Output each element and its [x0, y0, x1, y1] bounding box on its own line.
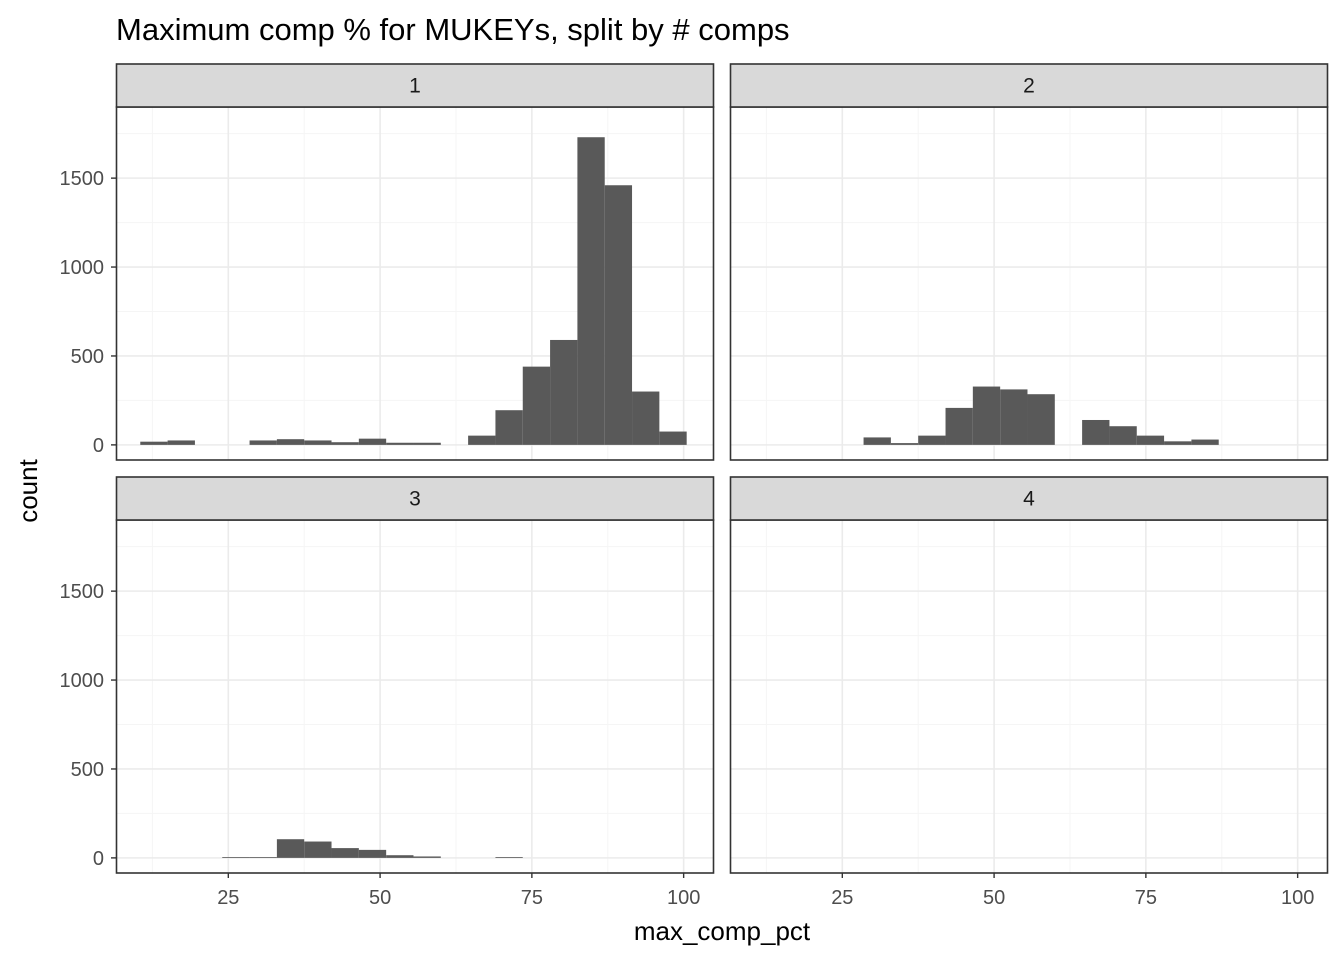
histogram-bar [604, 185, 633, 445]
histogram-bar [276, 439, 305, 445]
facet-strip-label: 1 [409, 75, 421, 98]
facet-panels: 1 0 500 1000 1500 2 3 0 500 1000 1500 25 50 75 100 4 25 5… [60, 63, 1329, 909]
histogram-bar [550, 339, 578, 445]
histogram-bar [1136, 435, 1165, 445]
y-tick-label: 1500 [60, 581, 105, 603]
x-axis-title: max_comp_pct [634, 916, 811, 946]
x-tick-label: 100 [1281, 887, 1314, 909]
histogram-bar [304, 841, 332, 858]
panel-background [116, 520, 714, 873]
histogram-bar [304, 440, 332, 445]
histogram-bar [413, 856, 441, 858]
histogram-bar [331, 848, 359, 858]
histogram-bar [358, 438, 387, 445]
y-tick-label: 1000 [60, 670, 105, 692]
facet-strip [729, 63, 1329, 108]
x-tick-label: 25 [831, 887, 853, 909]
facet-panel-3: 3 0 500 1000 1500 25 50 75 100 [60, 476, 715, 909]
histogram-bar [1000, 389, 1028, 445]
histogram-bar [522, 366, 551, 445]
histogram-bar [386, 442, 414, 445]
histogram-bar [413, 442, 441, 445]
histogram-bar [945, 407, 973, 445]
histogram-bar [249, 857, 277, 858]
histogram-bar [276, 839, 305, 858]
x-tick-label: 50 [983, 887, 1005, 909]
y-tick-label: 1000 [60, 257, 105, 279]
y-tick-label: 1500 [60, 168, 105, 190]
x-tick-label: 75 [521, 887, 543, 909]
facet-panel-1: 1 0 500 1000 1500 [60, 63, 715, 461]
histogram-bar [167, 440, 195, 445]
histogram-bar [659, 431, 687, 445]
histogram-bar [386, 855, 414, 858]
histogram-bar [1164, 441, 1192, 445]
panel-background [730, 520, 1328, 873]
facet-panel-2: 2 [729, 63, 1329, 461]
y-tick-label: 500 [71, 759, 104, 781]
histogram-bar [331, 442, 359, 445]
histogram-bar [577, 137, 605, 445]
histogram-bar [1191, 439, 1219, 445]
histogram-bar [632, 391, 660, 445]
facet-strip-label: 4 [1023, 488, 1035, 511]
histogram-bar [1027, 394, 1055, 445]
x-tick-label: 50 [369, 887, 391, 909]
histogram-bar [890, 443, 919, 445]
histogram-bar [222, 857, 250, 858]
histogram-bar [918, 435, 946, 445]
histogram-bar [863, 437, 891, 445]
histogram-bar [1109, 426, 1137, 445]
facet-strip [115, 476, 715, 521]
histogram-bar [358, 849, 387, 858]
histogram-bar [140, 441, 168, 445]
facet-strip-label: 3 [409, 488, 421, 511]
histogram-bar [495, 410, 523, 445]
histogram-bar [495, 857, 523, 858]
y-tick-label: 0 [93, 435, 104, 457]
y-axis-title: count [13, 458, 43, 522]
x-tick-label: 25 [217, 887, 239, 909]
y-tick-label: 500 [71, 346, 104, 368]
facet-strip-label: 2 [1023, 75, 1035, 98]
x-tick-label: 75 [1135, 887, 1157, 909]
histogram-bar [468, 435, 496, 445]
facet-strip [729, 476, 1329, 521]
chart-title: Maximum comp % for MUKEYs, split by # co… [116, 12, 790, 47]
histogram-bar [249, 440, 277, 445]
facet-strip [115, 63, 715, 108]
y-tick-label: 0 [93, 848, 104, 870]
facet-panel-4: 4 25 50 75 100 [729, 476, 1329, 909]
x-tick-label: 100 [667, 887, 700, 909]
histogram-bar [1082, 419, 1110, 445]
histogram-bar [972, 386, 1001, 445]
